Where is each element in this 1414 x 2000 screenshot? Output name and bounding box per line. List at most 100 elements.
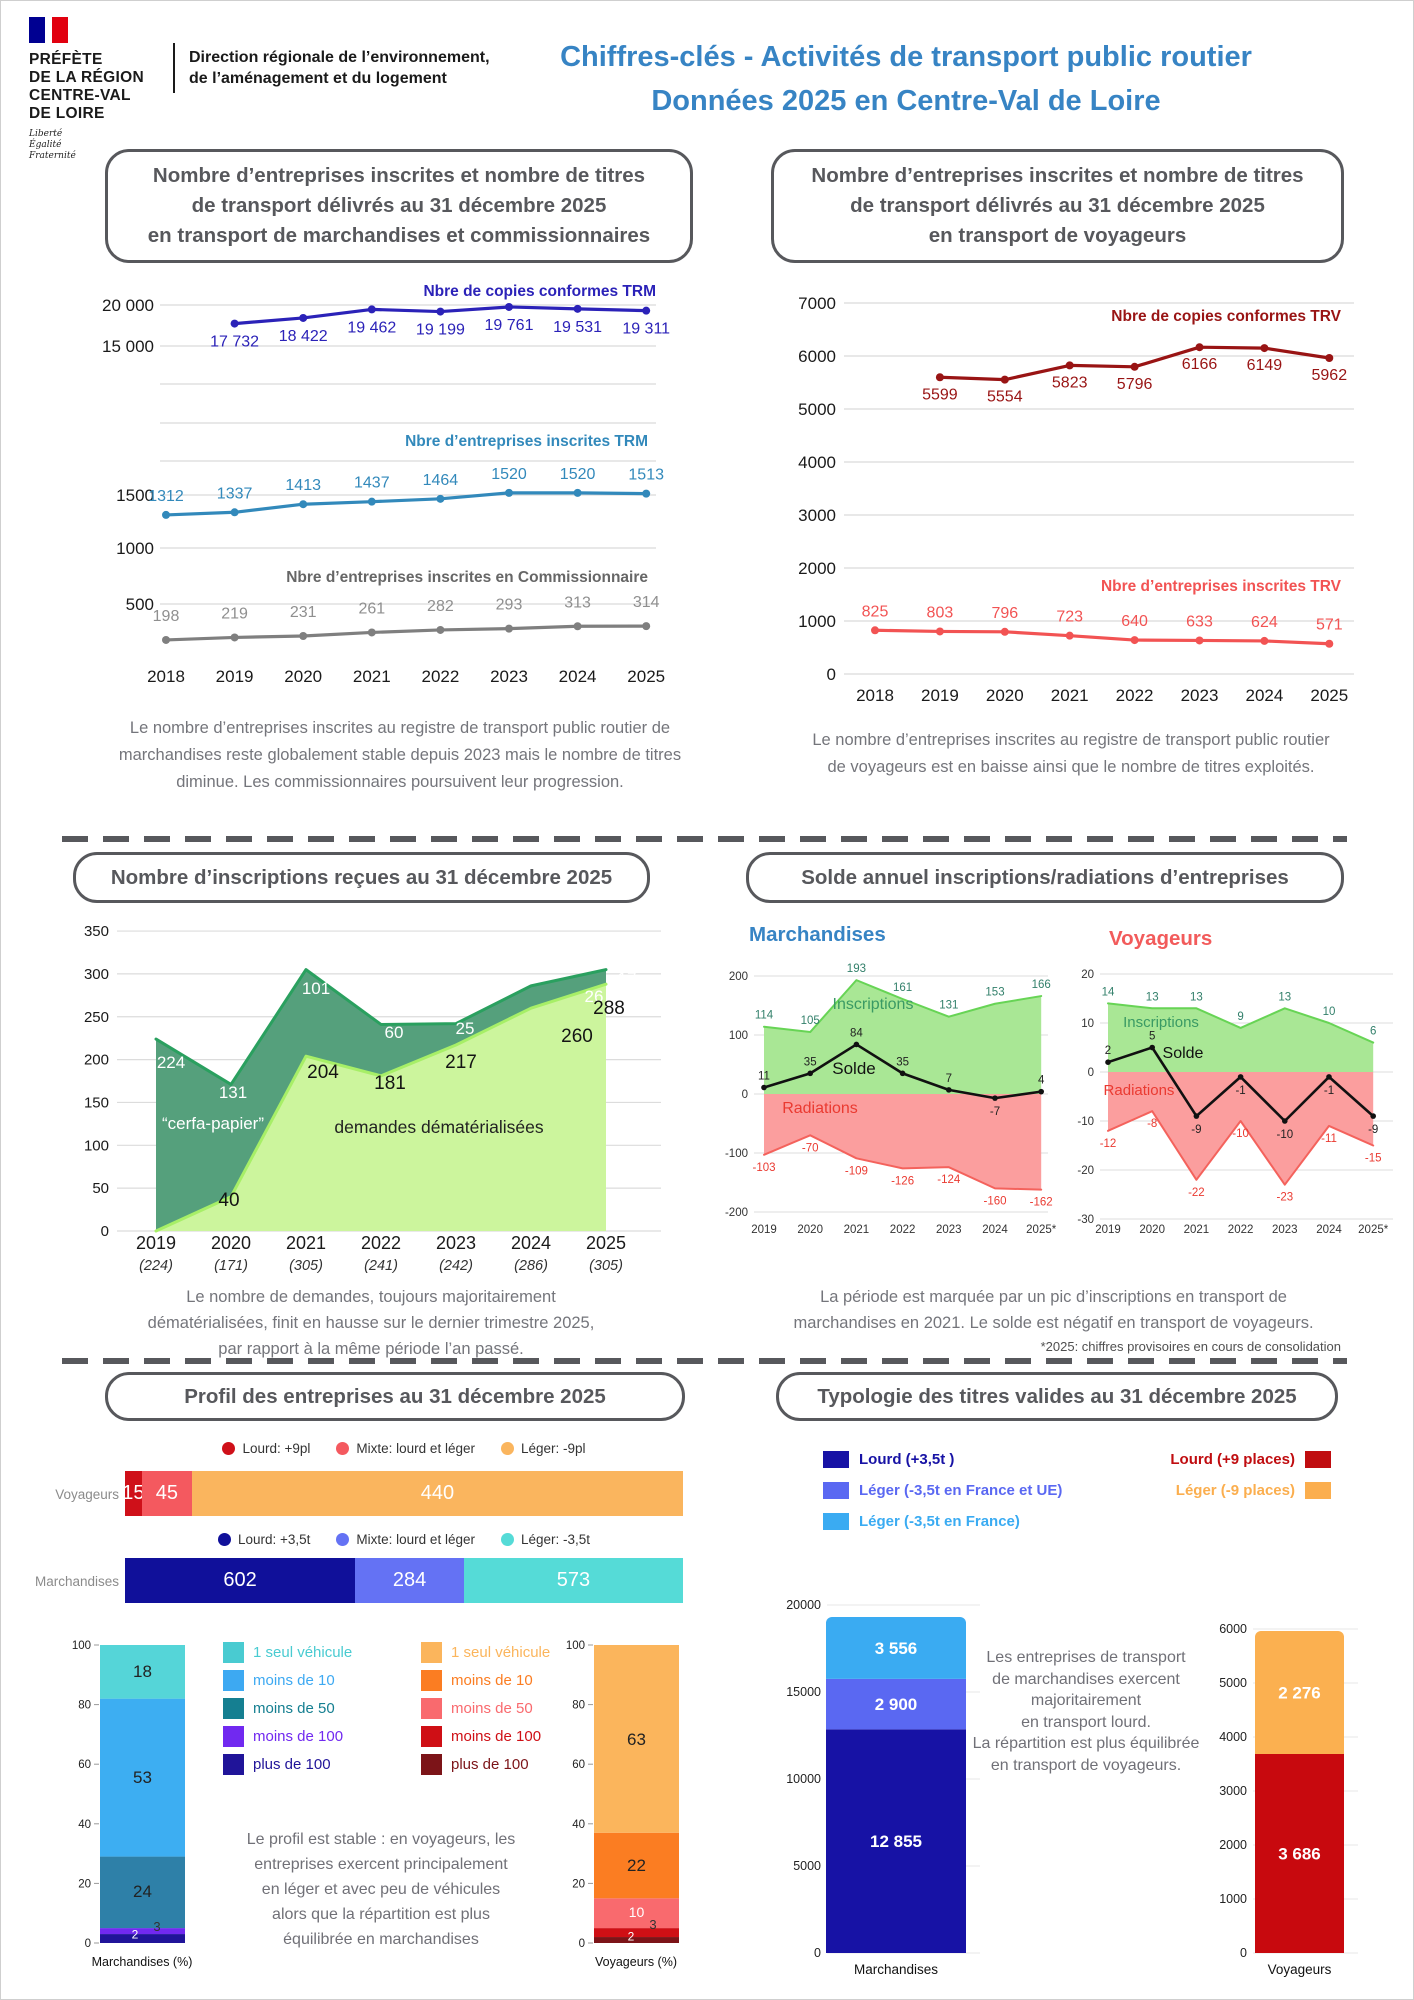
- svg-text:-9: -9: [1191, 1124, 1201, 1136]
- svg-text:1000: 1000: [798, 612, 836, 631]
- svg-text:-103: -103: [752, 1162, 775, 1174]
- svg-text:20: 20: [78, 1878, 91, 1890]
- inscriptions-area-chart: 0 50 100 150 200 250 300 350 224 131 101 60 25 26 17 40…: [84, 923, 661, 1274]
- legend-item: 1 seul véhicule: [421, 1642, 550, 1663]
- trv-x-axis: 2018 2019 2020 2021 2022 2023 2024 2025: [856, 686, 1348, 705]
- legend-swatch-icon: [223, 1726, 244, 1747]
- svg-text:(171): (171): [214, 1258, 248, 1274]
- legend-item: Léger (-3,5t en France): [823, 1513, 1062, 1530]
- svg-text:19 462: 19 462: [347, 319, 396, 336]
- svg-text:2 900: 2 900: [875, 1695, 918, 1714]
- svg-text:2: 2: [1105, 1045, 1111, 1057]
- legend-label: Lourd: +3,5t: [237, 1532, 311, 1547]
- svg-text:224: 224: [157, 1053, 185, 1072]
- svg-text:2025*: 2025*: [1358, 1224, 1389, 1236]
- svg-text:-1: -1: [1235, 1085, 1245, 1097]
- svg-text:2022: 2022: [361, 1233, 401, 1253]
- trv-title-line: de transport délivrés au 31 décembre 202…: [850, 194, 1265, 217]
- marchandises-stacked-bar: 602 284 573: [125, 1558, 683, 1603]
- svg-text:9: 9: [1237, 1011, 1243, 1023]
- svg-text:2025*: 2025*: [1026, 1224, 1056, 1236]
- svg-text:314: 314: [633, 594, 660, 611]
- svg-text:261: 261: [358, 600, 385, 617]
- svg-text:101: 101: [302, 979, 330, 998]
- svg-text:demandes dématérialisées: demandes dématérialisées: [334, 1117, 543, 1137]
- legend-label: Léger: -9pl: [520, 1441, 586, 1456]
- legend-label: Lourd: +9pl: [242, 1441, 311, 1456]
- caption-line: Le nombre d’entreprises inscrites au reg…: [129, 719, 671, 737]
- svg-text:4000: 4000: [798, 453, 836, 472]
- svg-text:150: 150: [84, 1094, 109, 1111]
- svg-text:-160: -160: [983, 1195, 1006, 1207]
- solde-voyageurs-heading: Voyageurs: [1109, 927, 1213, 950]
- svg-text:0: 0: [742, 1089, 748, 1101]
- bar-segment: 602: [125, 1558, 356, 1603]
- trv-line-chart: 7000 6000 5000 4000 3000 2000 1000 0 5599 5554 582…: [798, 294, 1354, 705]
- page-title-line: Chiffres-clés - Activités de transport p…: [560, 41, 1252, 73]
- pct-axis: 0 20 40 60 80 100: [566, 1640, 593, 1950]
- svg-text:18: 18: [133, 1662, 152, 1681]
- marchandises-pct-chart: 0 20 40 60 80 100 18 53 24 23 Marchandises (%): [72, 1640, 193, 1969]
- motto-line: Fraternité: [29, 151, 76, 161]
- svg-text:10: 10: [629, 1904, 645, 1920]
- svg-text:-12: -12: [1100, 1138, 1117, 1150]
- svg-text:20: 20: [572, 1878, 585, 1890]
- caption-line: alors que la répartition est plus: [272, 1906, 490, 1923]
- svg-text:2019: 2019: [1095, 1224, 1121, 1236]
- svg-text:2020: 2020: [211, 1233, 251, 1253]
- caption-line: Le nombre de demandes, toujours majorita…: [186, 1288, 556, 1306]
- legend-label: Léger (-9 places): [1175, 1482, 1295, 1499]
- svg-text:13: 13: [1278, 991, 1291, 1003]
- svg-text:-10: -10: [1077, 1116, 1094, 1128]
- svg-text:0: 0: [1240, 1946, 1247, 1960]
- solde-x-axis: 2019 2020 2021 2022 2023 2024 2025*: [751, 1224, 1056, 1236]
- svg-text:20 000: 20 000: [102, 296, 154, 315]
- legend-label: moins de 10: [253, 1672, 335, 1689]
- svg-text:100: 100: [566, 1640, 585, 1652]
- svg-text:10000: 10000: [786, 1772, 821, 1786]
- svg-text:-30: -30: [1077, 1214, 1094, 1226]
- prefecture-line: PRÉFÈTE: [29, 51, 103, 68]
- svg-text:293: 293: [496, 597, 523, 614]
- svg-text:6000: 6000: [798, 347, 836, 366]
- legend-label: plus de 100: [253, 1756, 331, 1773]
- svg-text:204: 204: [307, 1062, 339, 1083]
- legend-label: plus de 100: [451, 1756, 529, 1773]
- svg-text:Solde: Solde: [1163, 1045, 1204, 1062]
- trv-caption: Le nombre d’entreprises inscrites au reg…: [776, 727, 1366, 781]
- legend-dot-icon: [500, 1442, 514, 1455]
- svg-text:35: 35: [896, 1056, 909, 1068]
- legend-item: Lourd: +9pl: [222, 1441, 310, 1456]
- trm-caption: Le nombre d’entreprises inscrites au reg…: [105, 715, 695, 796]
- legend-swatch-icon: [823, 1451, 849, 1468]
- svg-text:1000: 1000: [1219, 1892, 1247, 1906]
- svg-text:131: 131: [939, 1000, 958, 1012]
- direction-line: de l’aménagement et du logement: [189, 70, 447, 87]
- page-title-line: Données 2025 en Centre-Val de Loire: [651, 85, 1161, 117]
- svg-text:7: 7: [946, 1073, 952, 1085]
- svg-text:84: 84: [850, 1027, 863, 1039]
- motto-line: Égalité: [29, 140, 62, 150]
- svg-text:153: 153: [985, 987, 1004, 999]
- svg-text:(241): (241): [364, 1258, 398, 1274]
- svg-text:-100: -100: [725, 1148, 748, 1160]
- svg-text:3000: 3000: [1219, 1784, 1247, 1798]
- svg-text:17: 17: [618, 969, 637, 988]
- svg-text:18 422: 18 422: [279, 328, 328, 345]
- svg-text:50: 50: [92, 1180, 109, 1197]
- svg-text:571: 571: [1316, 617, 1343, 634]
- legend-item: Lourd (+3,5t ): [823, 1451, 1062, 1468]
- svg-text:5962: 5962: [1312, 367, 1348, 384]
- svg-text:Inscriptions: Inscriptions: [833, 996, 914, 1013]
- svg-text:2022: 2022: [1116, 686, 1154, 705]
- svg-text:1520: 1520: [560, 466, 596, 483]
- svg-text:803: 803: [927, 604, 954, 621]
- legend-swatch-icon: [1305, 1482, 1331, 1499]
- legend-label: Léger: -3,5t: [520, 1532, 591, 1547]
- caption-line: Le nombre d’entreprises inscrites au reg…: [812, 731, 1330, 749]
- svg-text:40: 40: [78, 1819, 91, 1831]
- svg-text:2022: 2022: [421, 667, 459, 686]
- svg-text:1337: 1337: [217, 485, 253, 502]
- legend-item: Mixte: lourd et léger: [336, 1532, 475, 1547]
